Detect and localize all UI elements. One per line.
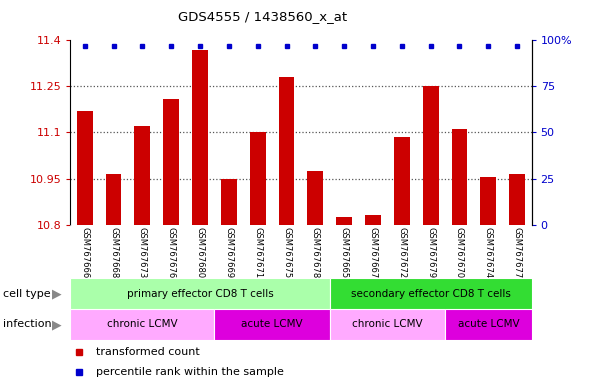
Bar — [445, 309, 532, 340]
Bar — [330, 278, 532, 309]
Text: GSM767673: GSM767673 — [138, 227, 147, 278]
Bar — [250, 132, 266, 225]
Bar — [336, 217, 352, 225]
Bar — [394, 137, 410, 225]
Bar — [452, 129, 467, 225]
Bar — [134, 126, 150, 225]
Text: GSM767670: GSM767670 — [455, 227, 464, 278]
Text: GSM767668: GSM767668 — [109, 227, 118, 278]
Text: GSM767666: GSM767666 — [80, 227, 89, 278]
Text: cell type: cell type — [3, 289, 51, 299]
Text: GDS4555 / 1438560_x_at: GDS4555 / 1438560_x_at — [178, 10, 347, 23]
Bar — [307, 171, 323, 225]
Text: infection: infection — [3, 319, 52, 329]
Text: GSM767678: GSM767678 — [311, 227, 320, 278]
Text: GSM767679: GSM767679 — [426, 227, 435, 278]
Text: GSM767671: GSM767671 — [253, 227, 262, 278]
Text: acute LCMV: acute LCMV — [241, 319, 303, 329]
Text: GSM767680: GSM767680 — [196, 227, 205, 278]
Text: chronic LCMV: chronic LCMV — [107, 319, 178, 329]
Text: ▶: ▶ — [51, 287, 61, 300]
Bar — [330, 309, 445, 340]
Text: ▶: ▶ — [51, 318, 61, 331]
Bar — [279, 77, 295, 225]
Bar — [480, 177, 496, 225]
Text: GSM767676: GSM767676 — [167, 227, 176, 278]
Text: primary effector CD8 T cells: primary effector CD8 T cells — [126, 289, 273, 299]
Bar — [70, 278, 330, 309]
Bar — [214, 309, 330, 340]
Text: GSM767672: GSM767672 — [397, 227, 406, 278]
Bar — [70, 309, 214, 340]
Text: GSM767677: GSM767677 — [513, 227, 522, 278]
Text: GSM767674: GSM767674 — [484, 227, 493, 278]
Bar — [106, 174, 122, 225]
Bar — [423, 86, 439, 225]
Text: secondary effector CD8 T cells: secondary effector CD8 T cells — [351, 289, 511, 299]
Text: GSM767665: GSM767665 — [340, 227, 349, 278]
Text: GSM767675: GSM767675 — [282, 227, 291, 278]
Bar — [163, 99, 179, 225]
Bar — [365, 215, 381, 225]
Bar — [509, 174, 525, 225]
Text: GSM767667: GSM767667 — [368, 227, 378, 278]
Text: GSM767669: GSM767669 — [224, 227, 233, 278]
Text: transformed count: transformed count — [96, 347, 199, 357]
Text: percentile rank within the sample: percentile rank within the sample — [96, 367, 284, 377]
Text: acute LCMV: acute LCMV — [458, 319, 519, 329]
Bar — [221, 179, 237, 225]
Text: chronic LCMV: chronic LCMV — [352, 319, 423, 329]
Bar — [77, 111, 93, 225]
Bar — [192, 50, 208, 225]
